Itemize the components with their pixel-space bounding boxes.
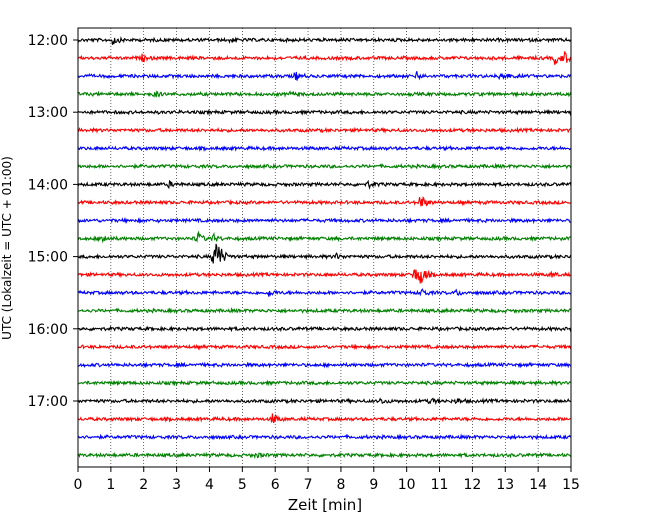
trace-line: [77, 216, 572, 225]
trace-line: [77, 269, 572, 284]
grid-lines: [110, 28, 539, 467]
trace-line: [77, 196, 572, 207]
trace-line: [77, 325, 572, 333]
trace-line: [77, 144, 572, 152]
x-tick-label: 0: [74, 477, 83, 493]
y-tick-label: 15:00: [28, 250, 68, 266]
plot-frame: [77, 27, 572, 468]
x-tick-label: 1: [106, 477, 115, 493]
trace-line: [77, 397, 572, 405]
trace-line: [77, 162, 572, 170]
y-tick-label: 14:00: [28, 177, 68, 193]
trace-line: [77, 306, 572, 314]
x-tick-label: 9: [369, 477, 378, 493]
trace-line: [77, 90, 572, 98]
x-axis-ticks: 0 1 2 3 4 5 6 7 8 9 10 11 12 13 14 15: [74, 467, 580, 493]
x-tick-label: 12: [463, 477, 481, 493]
trace-line: [77, 288, 572, 297]
trace-line: [77, 243, 572, 264]
x-axis-label: Zeit [min]: [288, 496, 362, 514]
x-tick-label: 13: [496, 477, 514, 493]
trace-line: [77, 451, 572, 460]
x-tick-label: 3: [172, 477, 181, 493]
trace-line: [77, 361, 572, 369]
trace-line: [77, 343, 572, 351]
y-tick-label: 16:00: [28, 322, 68, 338]
trace-lines: [77, 36, 572, 460]
trace-line: [77, 433, 572, 441]
x-tick-label: 14: [529, 477, 547, 493]
trace-line: [77, 413, 572, 424]
trace-line: [77, 36, 572, 45]
x-tick-label: 15: [562, 477, 580, 493]
trace-line: [77, 51, 572, 65]
trace-line: [77, 71, 572, 81]
x-tick-label: 7: [304, 477, 313, 493]
trace-line: [77, 379, 572, 387]
x-tick-label: 6: [271, 477, 280, 493]
x-tick-label: 2: [139, 477, 148, 493]
y-tick-label: 12:00: [28, 33, 68, 49]
x-tick-label: 10: [398, 477, 416, 493]
x-tick-label: 8: [336, 477, 345, 493]
trace-line: [77, 230, 572, 244]
trace-line: [77, 126, 572, 134]
y-tick-label: 13:00: [28, 105, 68, 121]
x-tick-label: 4: [205, 477, 214, 493]
y-tick-label: 17:00: [28, 394, 68, 410]
trace-line: [77, 108, 572, 116]
y-axis-label: UTC (Lokalzeit = UTC + 01:00): [0, 156, 14, 340]
x-tick-label: 5: [238, 477, 247, 493]
y-axis-ticks: 12:00 13:00 14:00 15:00 16:00 17:00: [28, 33, 78, 410]
x-tick-label: 11: [431, 477, 449, 493]
trace-line: [77, 179, 572, 190]
